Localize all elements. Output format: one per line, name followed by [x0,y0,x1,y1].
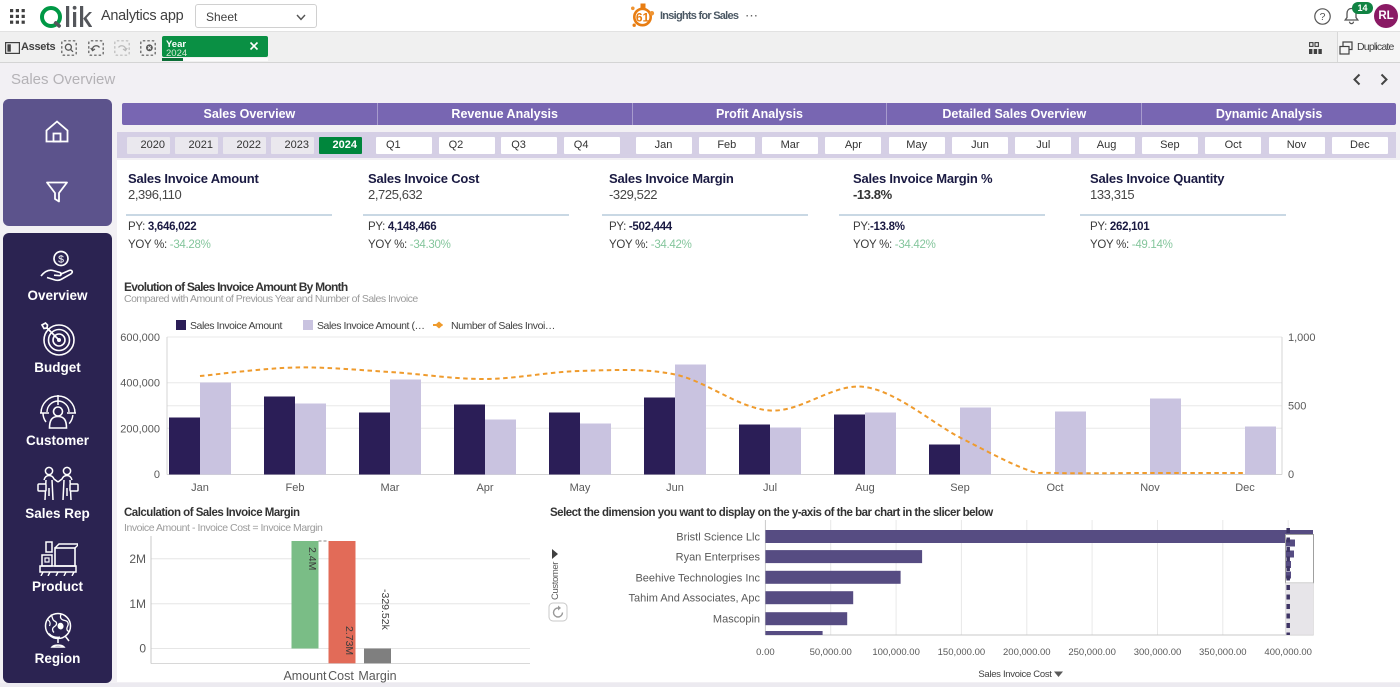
svg-text:Nov: Nov [1140,482,1160,494]
svg-text:Apr: Apr [476,482,493,494]
svg-text:Aug: Aug [855,482,875,494]
svg-text:Tahim And Associates, Apc: Tahim And Associates, Apc [629,593,761,605]
svg-text:Customer: Customer [550,562,561,600]
svg-text:400,000: 400,000 [120,378,160,390]
svg-text:Mascopin: Mascopin [713,614,760,626]
svg-text:300,000.00: 300,000.00 [1134,647,1182,658]
svg-text:600,000: 600,000 [120,332,160,344]
svg-text:0: 0 [139,642,146,656]
svg-text:Ryan Enterprises: Ryan Enterprises [676,552,761,564]
svg-text:500: 500 [1288,401,1306,413]
svg-text:May: May [570,482,591,494]
svg-text:0: 0 [1288,469,1294,481]
svg-text:0.00: 0.00 [756,647,775,658]
svg-text:1M: 1M [129,597,146,611]
svg-text:Beehive Technologies Inc: Beehive Technologies Inc [635,572,760,584]
svg-text:-329.52k: -329.52k [379,589,391,631]
svg-text:Amount: Amount [283,669,327,683]
svg-text:Mar: Mar [381,482,400,494]
svg-text:1,000: 1,000 [1288,332,1316,344]
svg-text:Sep: Sep [950,482,970,494]
svg-text:2.4M: 2.4M [306,547,318,570]
svg-text:350,000.00: 350,000.00 [1199,647,1247,658]
svg-text:Feb: Feb [286,482,305,494]
svg-text:400,000.00: 400,000.00 [1264,647,1312,658]
svg-text:Dec: Dec [1235,482,1255,494]
svg-text:$: $ [58,254,64,266]
svg-text:61: 61 [636,11,650,25]
svg-text:Jan: Jan [191,482,209,494]
svg-text:Jun: Jun [666,482,684,494]
svg-text:Sales Invoice Amount: Sales Invoice Amount [190,320,283,332]
svg-text:200,000.00: 200,000.00 [1003,647,1051,658]
svg-text:?: ? [1320,11,1326,23]
svg-text:50,000.00: 50,000.00 [810,647,852,658]
svg-text:2M: 2M [129,552,146,566]
svg-text:200,000: 200,000 [120,423,160,435]
svg-text:Jul: Jul [763,482,777,494]
svg-text:Bristl Science Llc: Bristl Science Llc [676,532,760,544]
svg-text:250,000.00: 250,000.00 [1068,647,1116,658]
svg-text:100,000.00: 100,000.00 [872,647,920,658]
svg-text:2.73M: 2.73M [343,626,355,655]
svg-text:Sales Invoice Amount (…: Sales Invoice Amount (… [317,320,425,332]
svg-text:Number of Sales Invoi…: Number of Sales Invoi… [451,320,555,332]
svg-text:150,000.00: 150,000.00 [938,647,986,658]
svg-text:0: 0 [154,469,160,481]
svg-text:Sales Invoice Cost: Sales Invoice Cost [978,669,1052,680]
svg-text:Oct: Oct [1046,482,1063,494]
svg-text:Cost: Cost [328,669,354,683]
svg-text:Margin: Margin [358,669,396,683]
